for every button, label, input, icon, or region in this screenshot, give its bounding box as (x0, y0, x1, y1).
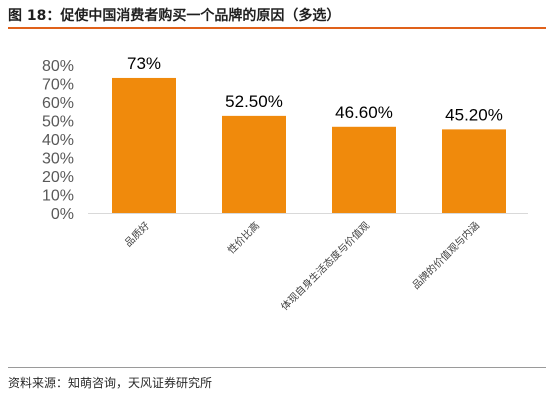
category-labels: 品质好 性价比高 体现自身生活态度与价值观 品牌的价值观与内涵 (122, 219, 482, 313)
bar (112, 77, 176, 213)
bar-value-label: 45.20% (445, 105, 503, 124)
y-tick-label: 10% (42, 188, 74, 205)
footer-rule (8, 367, 546, 368)
bar (332, 126, 396, 213)
y-tick-label: 20% (42, 169, 74, 186)
bars (112, 77, 506, 213)
category-label: 品牌的价值观与内涵 (409, 219, 482, 292)
bar (442, 129, 506, 213)
bar-value-label: 46.60% (335, 103, 393, 122)
source-note: 资料来源：知萌咨询，天风证券研究所 (8, 376, 213, 390)
bar-value-label: 52.50% (225, 92, 283, 111)
y-axis-ticks: 0%10% 20%30% 40%50% 60%70% 80% (42, 58, 74, 223)
data-labels: 73% 52.50% 46.60% 45.20% (127, 54, 503, 124)
bar-value-label: 73% (127, 54, 161, 73)
y-tick-label: 60% (42, 95, 74, 112)
y-tick-label: 30% (42, 151, 74, 168)
y-tick-label: 80% (42, 58, 74, 75)
figure-title: 图 18：促使中国消费者购买一个品牌的原因（多选） (8, 8, 341, 24)
category-label: 体现自身生活态度与价值观 (278, 219, 372, 313)
y-tick-label: 0% (51, 206, 74, 223)
y-tick-label: 40% (42, 132, 74, 149)
bar-chart: 0%10% 20%30% 40%50% 60%70% 80% 73% 52.50% 46.6… (42, 54, 528, 313)
category-label: 品质好 (122, 220, 152, 250)
y-tick-label: 50% (42, 114, 74, 131)
y-tick-label: 70% (42, 77, 74, 94)
bar (222, 115, 286, 213)
category-label: 性价比高 (225, 219, 262, 256)
title-rule (8, 27, 546, 29)
